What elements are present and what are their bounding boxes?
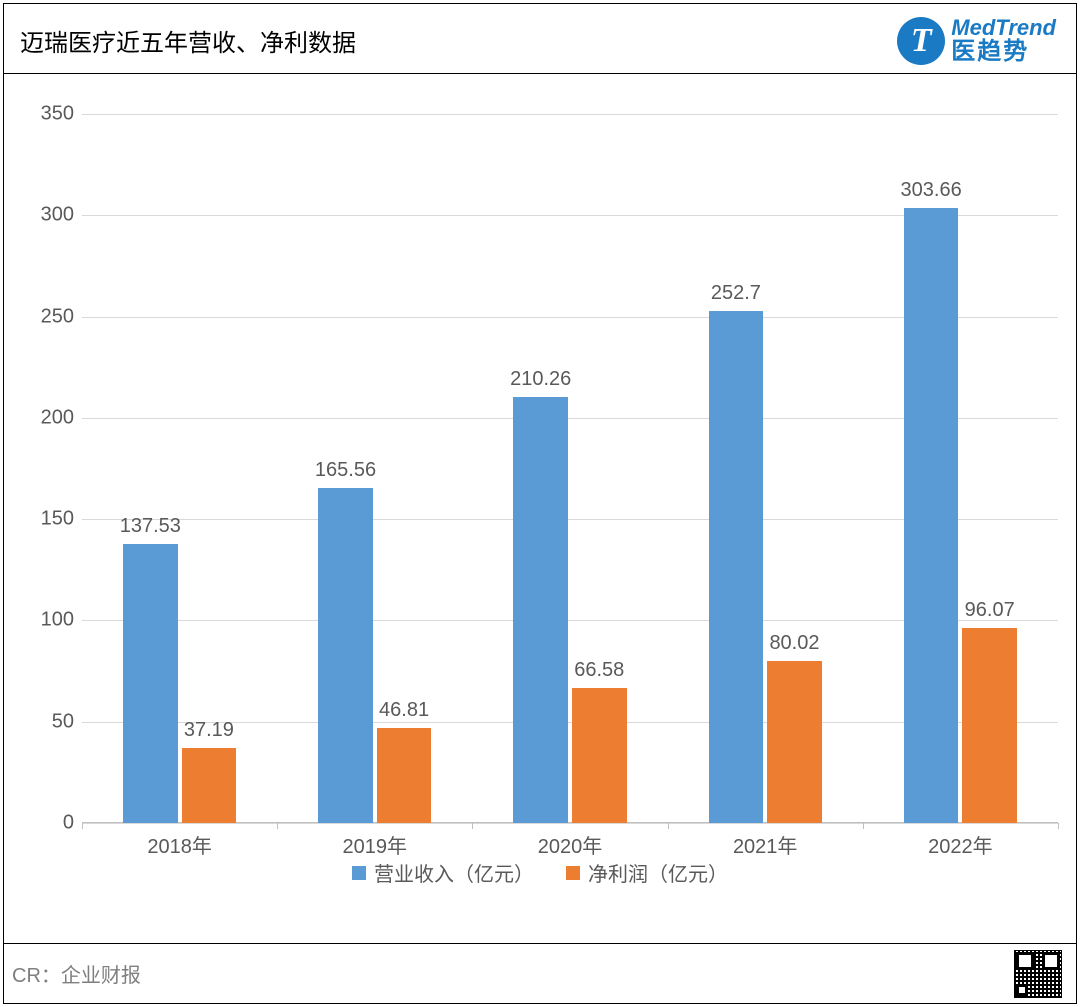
plot-region: 0501001502002503003502018年137.5337.19201… <box>82 114 1058 823</box>
footer: CR：企业财报 <box>4 943 1076 1003</box>
legend-item: 营业收入（亿元） <box>352 858 534 887</box>
header: 迈瑞医疗近五年营收、净利数据 T MedTrend 医趋势 <box>4 4 1076 74</box>
legend-item: 净利润（亿元） <box>566 858 728 887</box>
bar-value-label: 165.56 <box>286 459 406 482</box>
bar-value-label: 80.02 <box>734 632 854 655</box>
y-tick-label: 300 <box>24 204 74 227</box>
legend-label: 净利润（亿元） <box>588 858 728 887</box>
chart-area: 0 50 100 150 200 250 300 350 2018年 137.53 37.19 201… <box>4 74 1076 943</box>
x-tick-label: 2018年 <box>110 830 250 859</box>
bar-value-label: 37.19 <box>149 719 269 742</box>
x-tick-mark <box>668 823 669 829</box>
bar <box>962 628 1017 823</box>
x-tick-mark <box>82 823 83 829</box>
outer-frame: 迈瑞医疗近五年营收、净利数据 T MedTrend 医趋势 0 50 100 150 2… <box>3 3 1077 1004</box>
logo-text-en: MedTrend <box>951 16 1056 39</box>
bar-value-label: 96.07 <box>930 599 1050 622</box>
gridline <box>82 823 1058 824</box>
qr-code-icon <box>1012 948 1064 1000</box>
bar <box>709 311 764 823</box>
x-tick-mark <box>277 823 278 829</box>
x-tick-label: 2021年 <box>695 830 835 859</box>
x-tick-mark <box>472 823 473 829</box>
bar <box>767 661 822 823</box>
gridline <box>82 114 1058 115</box>
legend-swatch <box>566 866 580 880</box>
x-tick-label: 2020年 <box>500 830 640 859</box>
y-tick-label: 250 <box>24 305 74 328</box>
logo-text-cn: 医趋势 <box>951 39 1056 64</box>
bar-value-label: 66.58 <box>539 659 659 682</box>
bar-value-label: 252.7 <box>676 282 796 305</box>
y-tick-label: 100 <box>24 609 74 632</box>
bar-value-label: 210.26 <box>481 368 601 391</box>
brand-logo: T MedTrend 医趋势 <box>897 16 1056 64</box>
bar <box>513 397 568 823</box>
bar <box>904 208 959 823</box>
x-tick-label: 2019年 <box>305 830 445 859</box>
bar <box>572 688 627 823</box>
bar-value-label: 46.81 <box>344 699 464 722</box>
bar <box>182 748 237 823</box>
legend: 营业收入（亿元） 净利润（亿元） <box>4 858 1076 887</box>
credit-text: CR：企业财报 <box>12 959 141 988</box>
logo-icon: T <box>897 17 945 65</box>
y-tick-label: 350 <box>24 103 74 126</box>
bar <box>377 728 432 823</box>
x-tick-mark <box>863 823 864 829</box>
x-tick-label: 2022年 <box>890 830 1030 859</box>
y-tick-label: 50 <box>24 710 74 733</box>
bar-value-label: 303.66 <box>871 179 991 202</box>
legend-swatch <box>352 866 366 880</box>
y-tick-label: 200 <box>24 406 74 429</box>
bar-value-label: 137.53 <box>90 515 210 538</box>
y-tick-label: 150 <box>24 508 74 531</box>
bar <box>318 488 373 823</box>
y-tick-label: 0 <box>24 812 74 835</box>
bar <box>123 544 178 823</box>
chart-title: 迈瑞医疗近五年营收、净利数据 <box>20 23 356 58</box>
legend-label: 营业收入（亿元） <box>374 858 534 887</box>
x-tick-mark <box>1058 823 1059 829</box>
